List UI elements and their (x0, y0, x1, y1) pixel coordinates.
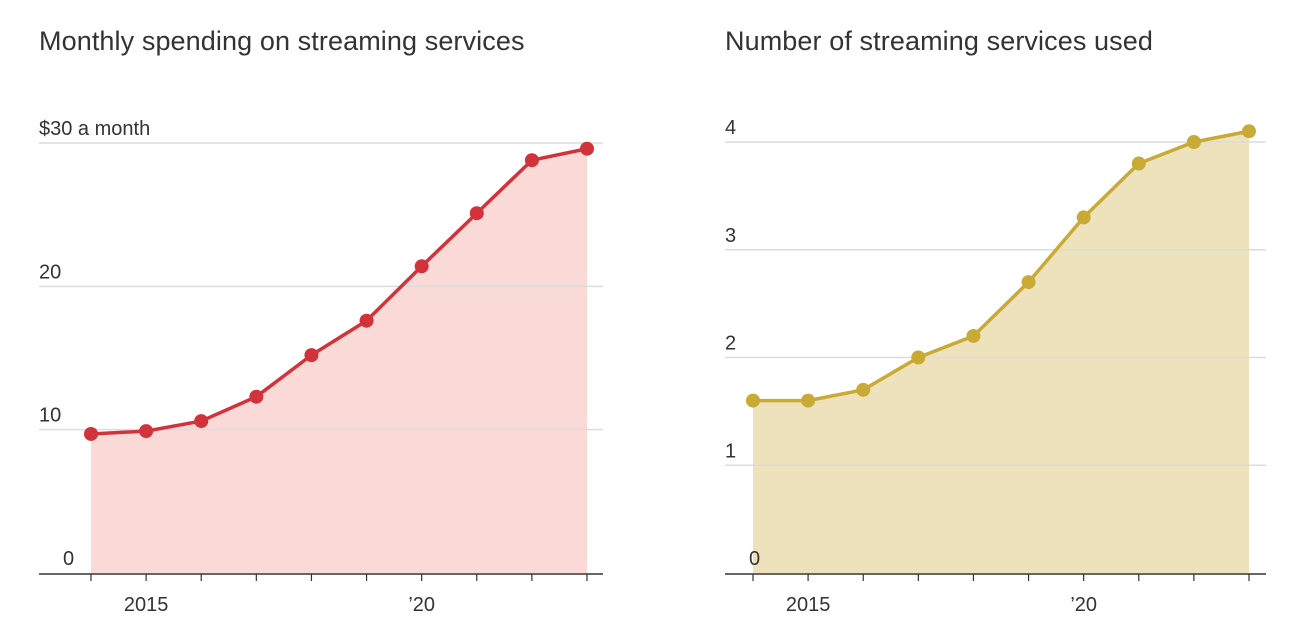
y-tick-label: 20 (39, 261, 61, 283)
data-point (414, 259, 429, 274)
data-point (911, 350, 926, 365)
data-point (1242, 124, 1256, 139)
y-tick-label: 1 (725, 440, 736, 462)
data-point (856, 382, 871, 397)
data-point (469, 206, 484, 221)
services-count-chart: 0 1 2 3 4 2015 ’20 (725, 117, 1266, 616)
data-point (580, 141, 594, 156)
data-point (966, 328, 981, 343)
data-point (1076, 210, 1091, 225)
data-point (304, 348, 319, 363)
y-tick-label: 0 (63, 548, 74, 570)
area-fill (753, 131, 1249, 573)
spending-chart: 0 10 20 $30 a month 2015 ’20 (39, 118, 603, 616)
data-point (249, 389, 264, 404)
series-line (751, 129, 1251, 403)
services-count-chart-panel: Number of streaming services used 0 1 2 3 4 2… (646, 0, 1292, 638)
y-tick-label: 2 (725, 333, 736, 355)
x-tick-label: 2015 (124, 594, 169, 616)
data-point (801, 393, 816, 408)
x-tick-label: 2015 (786, 594, 831, 616)
chart-title: Monthly spending on streaming services (39, 26, 525, 56)
data-point (746, 393, 760, 408)
x-tick-label: ’20 (1070, 594, 1097, 616)
chart-title: Number of streaming services used (725, 26, 1153, 56)
y-tick-label: 0 (749, 548, 760, 570)
y-tick-label: 4 (725, 117, 736, 139)
x-tick-label: ’20 (408, 594, 435, 616)
y-tick-label: 10 (39, 405, 61, 427)
data-point (139, 424, 154, 439)
spending-chart-panel: Monthly spending on streaming services 0… (39, 26, 603, 616)
data-point (194, 414, 209, 429)
series-line (89, 146, 589, 436)
data-point (84, 426, 98, 441)
y-tick-label: 3 (725, 225, 736, 247)
data-point (1131, 156, 1146, 171)
y-tick-label: $30 a month (39, 118, 150, 140)
data-point (1186, 135, 1201, 149)
data-point (359, 313, 374, 328)
data-point (1021, 275, 1036, 290)
data-point (524, 153, 539, 168)
area-fill (91, 148, 587, 573)
